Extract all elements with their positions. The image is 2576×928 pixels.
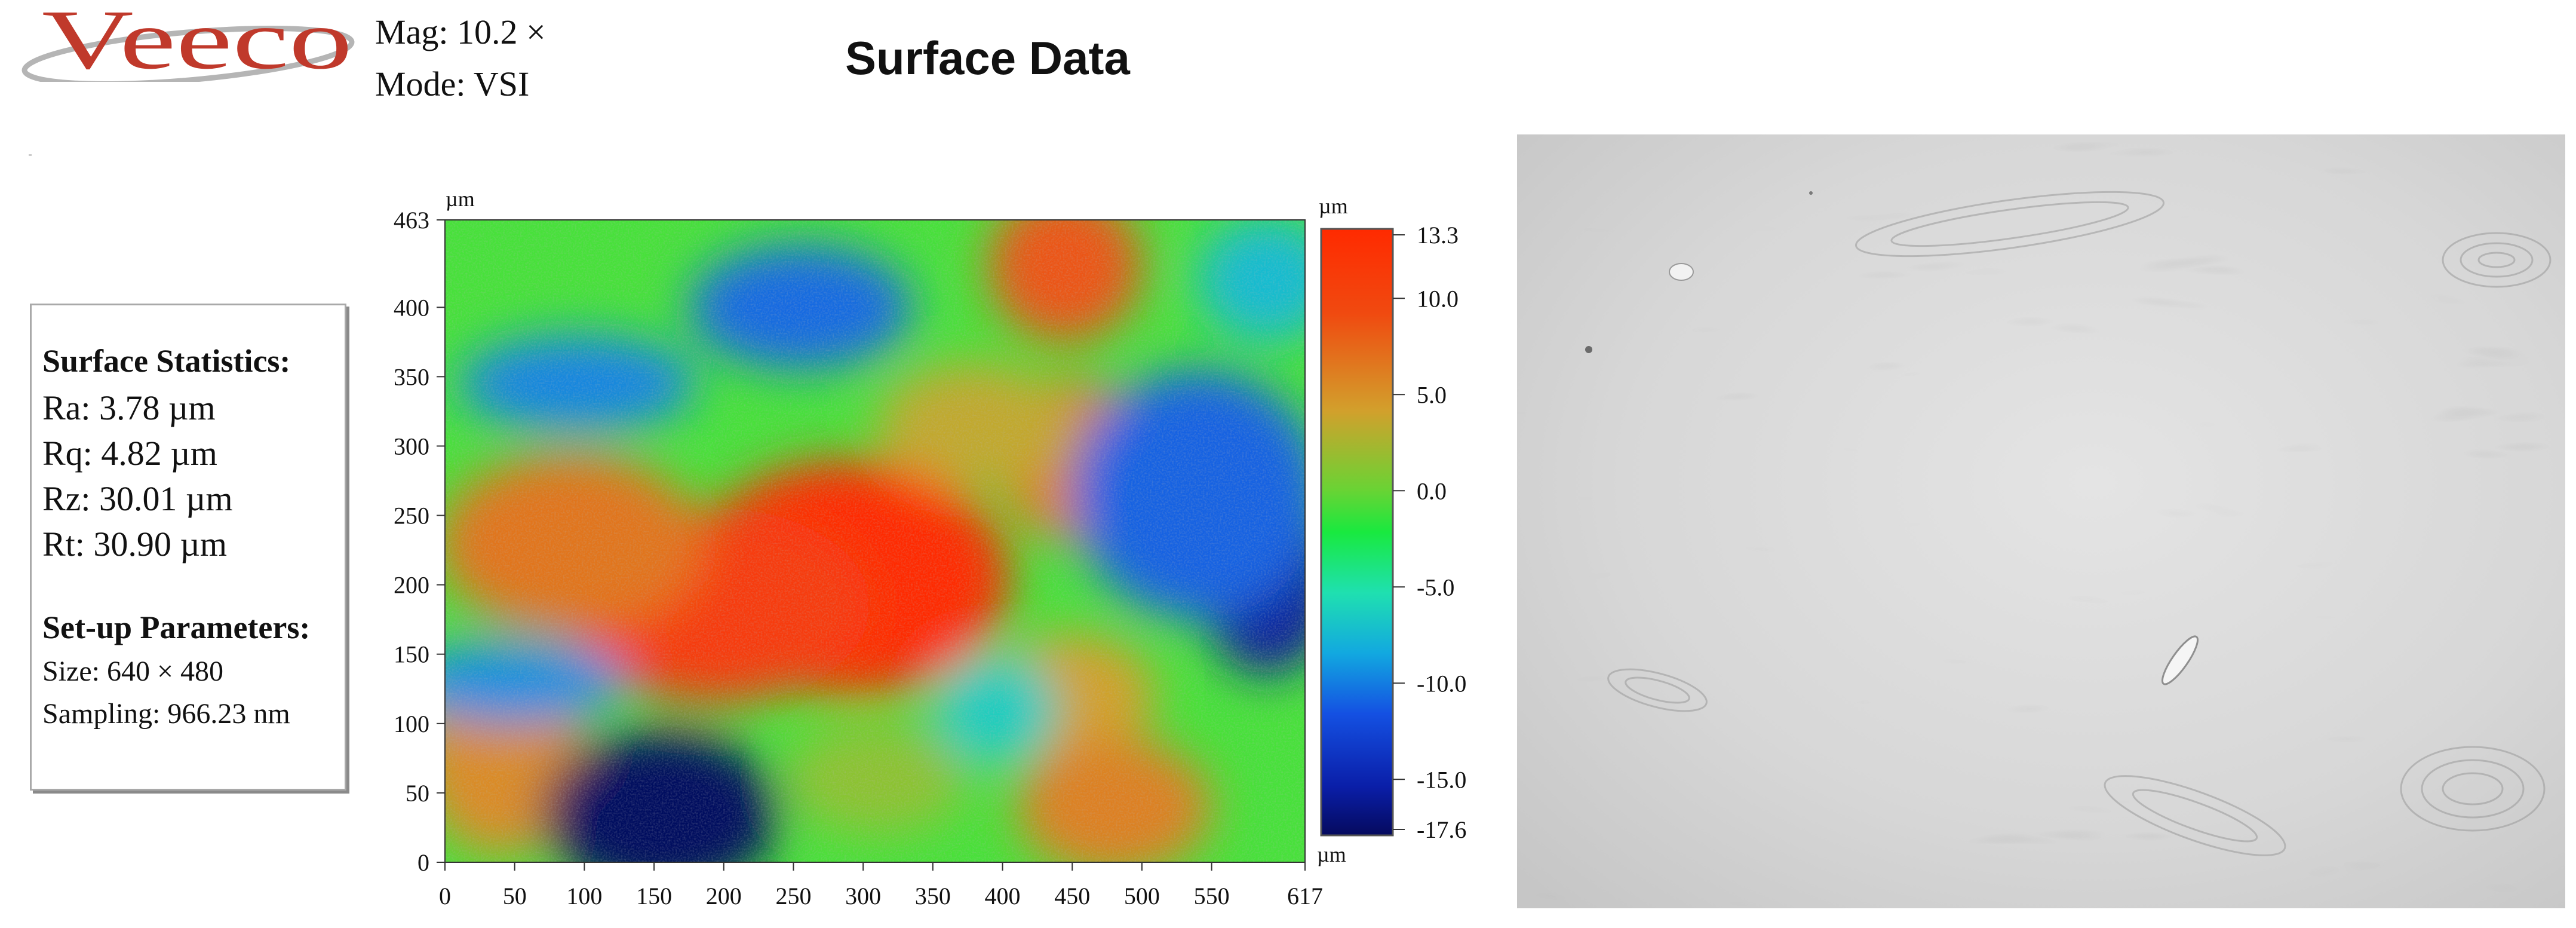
x-tick-label-7: 350 bbox=[915, 883, 951, 909]
y-tick-label-6: 300 bbox=[394, 433, 429, 460]
stat-rt: Rt: 30.90 µm bbox=[42, 525, 227, 563]
mode-label: Mode: bbox=[375, 65, 466, 103]
colorbar-tick-label-4: -5.0 bbox=[1417, 574, 1454, 601]
colorbar-unit: µm bbox=[1319, 194, 1348, 218]
x-tick-label-4: 200 bbox=[706, 883, 742, 909]
x-tick-label-6: 300 bbox=[845, 883, 881, 909]
colorbar-ticks: 13.3 10.0 5.0 0.0 -5.0 -10.0 -15.0 -17.6 bbox=[1393, 222, 1466, 843]
y-tick-label-9: 463 bbox=[394, 207, 429, 234]
mode-value: VSI bbox=[473, 65, 530, 103]
y-tick-label-1: 50 bbox=[406, 780, 429, 807]
colorbar-tick-label-6: -15.0 bbox=[1417, 766, 1466, 793]
stat-rq: Rq: 4.82 µm bbox=[42, 434, 217, 473]
heatmap-frame bbox=[444, 219, 1306, 863]
x-tick-label-12: 617 bbox=[1287, 883, 1323, 909]
x-tick-label-9: 450 bbox=[1054, 883, 1090, 909]
surface-statistics-heading: Surface Statistics: bbox=[42, 343, 291, 379]
y-tick-label-2: 100 bbox=[394, 710, 429, 737]
x-axis: 0 50 100 150 200 250 300 350 400 450 500 550 617 bbox=[439, 862, 1323, 909]
mag-value: 10.2 × bbox=[456, 13, 546, 51]
y-tick-label-3: 150 bbox=[394, 641, 429, 668]
veeco-logo: Veeco bbox=[22, 7, 355, 82]
heatmap-texture bbox=[445, 220, 1305, 862]
decorative-dot bbox=[29, 154, 32, 156]
param-size: Size: 640 × 480 bbox=[42, 656, 224, 687]
x-tick-label-0: 0 bbox=[439, 883, 451, 909]
x-tick-label-11: 550 bbox=[1194, 883, 1230, 909]
magnification-readout: Mag: 10.2 × bbox=[375, 15, 546, 50]
colorbar-tick-label-2: 5.0 bbox=[1417, 381, 1447, 408]
colorbar-tick-label-7: -17.6 bbox=[1417, 816, 1466, 843]
colorbar-tick-label-3: 0.0 bbox=[1417, 477, 1447, 504]
colorbar-tick-label-5: -10.0 bbox=[1417, 670, 1466, 697]
x-tick-label-5: 250 bbox=[775, 883, 811, 909]
x-tick-label-10: 500 bbox=[1124, 883, 1160, 909]
stat-ra: Ra: 3.78 µm bbox=[42, 388, 216, 427]
setup-parameters-heading: Set-up Parameters: bbox=[42, 610, 311, 645]
surface-statistics-panel: Surface Statistics: Ra: 3.78 µm Rq: 4.82… bbox=[30, 304, 346, 791]
y-tick-label-8: 400 bbox=[394, 294, 429, 321]
microscope-image bbox=[1517, 134, 2565, 908]
colorbar-tick-label-1: 10.0 bbox=[1417, 285, 1459, 312]
x-tick-label-3: 150 bbox=[636, 883, 672, 909]
mode-readout: Mode: VSI bbox=[375, 67, 529, 102]
x-axis-unit-bottom: µm bbox=[1317, 843, 1346, 866]
y-tick-label-5: 250 bbox=[394, 503, 429, 529]
heatmap-area bbox=[445, 220, 1305, 862]
page-title: Surface Data bbox=[845, 32, 1130, 84]
y-tick-label-0: 0 bbox=[417, 849, 429, 876]
x-tick-label-1: 50 bbox=[503, 883, 527, 909]
param-sampling: Sampling: 966.23 nm bbox=[42, 698, 290, 730]
y-tick-label-7: 350 bbox=[394, 363, 429, 390]
colorbar bbox=[1320, 228, 1394, 837]
y-tick-label-4: 200 bbox=[394, 572, 429, 599]
mag-label: Mag: bbox=[375, 13, 449, 51]
y-axis: 0 50 100 150 200 250 300 350 400 463 bbox=[394, 207, 445, 876]
veeco-logo-text: Veeco bbox=[42, 7, 352, 82]
x-axis-unit-top: µm bbox=[446, 187, 475, 211]
stat-rz: Rz: 30.01 µm bbox=[42, 479, 233, 518]
x-tick-label-8: 400 bbox=[985, 883, 1021, 909]
colorbar-tick-label-0: 13.3 bbox=[1417, 222, 1459, 249]
x-tick-label-2: 100 bbox=[566, 883, 602, 909]
